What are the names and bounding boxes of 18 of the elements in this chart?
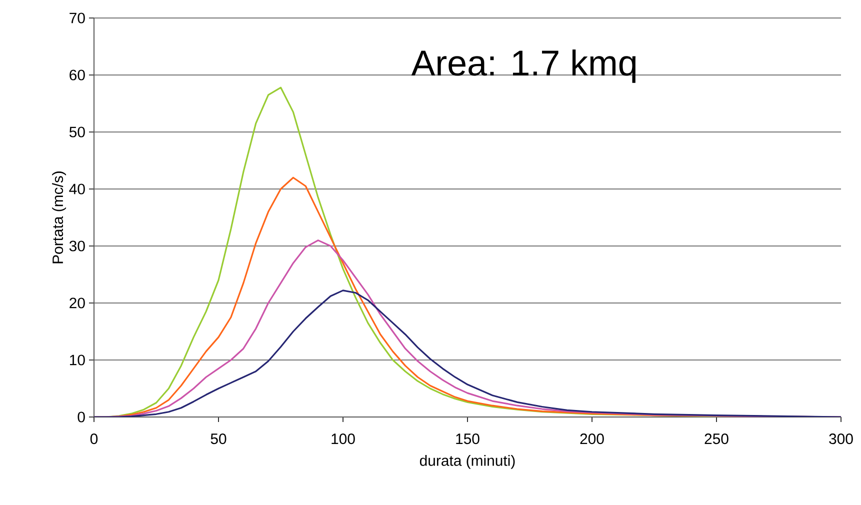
y-tick-label: 60 xyxy=(70,70,85,80)
x-tick-label: 300 xyxy=(829,434,853,444)
x-tick-label: 50 xyxy=(210,434,226,444)
x-tick-label: 200 xyxy=(580,434,604,444)
x-tick-label: 0 xyxy=(90,434,98,444)
y-tick-label: 70 xyxy=(70,12,85,24)
y-axis-title: Portata (mc/s) xyxy=(52,172,66,264)
x-tick-label: 150 xyxy=(456,434,480,444)
x-tick-label: 250 xyxy=(704,434,728,444)
x-axis-title: durata (minuti) xyxy=(420,454,515,469)
y-tick-label: 50 xyxy=(69,126,85,138)
annotation: Area: 1.7 kmq xyxy=(411,49,636,83)
y-tick-label: 0 xyxy=(78,412,85,422)
y-tick-label: 20 xyxy=(70,298,85,308)
y-tick-label: 30 xyxy=(69,240,85,252)
x-tick-label: 100 xyxy=(332,434,355,444)
y-tick-label: 40 xyxy=(69,184,85,194)
y-tick-label: 10 xyxy=(70,354,85,366)
